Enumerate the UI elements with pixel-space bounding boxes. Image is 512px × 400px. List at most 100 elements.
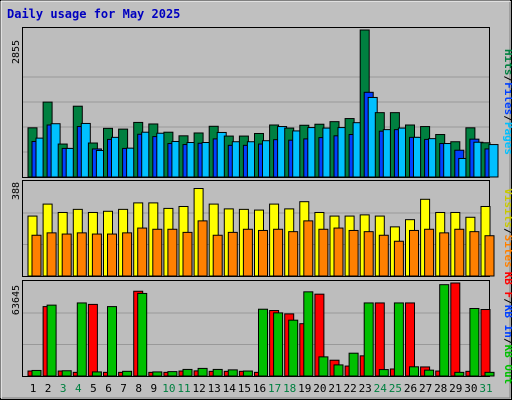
x-tick-label-day-2: 2 [45, 382, 52, 395]
bar-kbout-day-9 [152, 371, 163, 377]
bar-pages-day-31 [488, 144, 499, 178]
bar-kbout-day-3 [61, 370, 72, 377]
x-tick-label-day-10: 10 [162, 382, 175, 395]
legend-sites: Sites [502, 235, 512, 268]
bar-sites-day-20 [318, 228, 329, 277]
bar-sites-day-7 [122, 232, 133, 277]
bar-kbout-day-17 [273, 312, 284, 377]
bar-kbout-day-19 [303, 291, 314, 377]
bar-kbout-day-10 [167, 371, 178, 377]
bar-kbout-day-20 [318, 356, 329, 377]
x-tick-label-day-21: 21 [328, 382, 341, 395]
x-tick-label-day-13: 13 [208, 382, 221, 395]
bar-sites-day-28 [439, 232, 450, 277]
bar-sites-day-23 [363, 231, 374, 277]
bar-kbout-day-4 [76, 302, 87, 377]
bar-sites-day-11 [182, 231, 193, 277]
x-tick-label-day-28: 28 [434, 382, 447, 395]
bar-sites-day-19 [303, 220, 314, 277]
legend-kbf: KB F [502, 272, 512, 299]
hits-ymax-label: 2855 [11, 40, 22, 64]
bar-kbout-day-13 [212, 368, 223, 377]
bar-kbout-day-26 [409, 366, 419, 377]
legend-sep: / [502, 115, 512, 122]
x-tick-label-day-11: 11 [177, 382, 190, 395]
bar-kbout-day-8 [137, 292, 148, 377]
bar-kbout-day-28 [439, 284, 450, 377]
bar-sites-day-26 [409, 229, 419, 277]
bar-sites-day-9 [152, 228, 163, 277]
legend-hits: Hits [502, 49, 512, 76]
x-tick-label-day-9: 9 [150, 382, 157, 395]
bar-kbout-day-31 [484, 371, 495, 377]
x-tick-label-day-22: 22 [343, 382, 356, 395]
bar-sites-day-17 [273, 228, 284, 277]
bar-kbout-day-11 [182, 368, 193, 377]
bar-sites-day-24 [378, 234, 389, 277]
x-tick-label-day-27: 27 [419, 382, 432, 395]
x-tick-label-day-30: 30 [464, 382, 477, 395]
legend-kbout: KB Out [502, 345, 512, 385]
bar-sites-day-22 [348, 229, 359, 277]
bar-kbout-day-21 [333, 364, 344, 377]
bar-kbout-day-1 [31, 369, 42, 377]
bar-sites-day-14 [227, 231, 238, 277]
bar-sites-day-1 [31, 234, 42, 277]
legend-kbin: KB In [502, 305, 512, 338]
x-tick-label-day-15: 15 [238, 382, 251, 395]
x-tick-label-day-16: 16 [253, 382, 266, 395]
bar-kbout-day-22 [348, 352, 359, 377]
x-tick-label-day-24: 24 [374, 382, 388, 395]
bar-sites-day-21 [333, 227, 344, 277]
bar-sites-day-8 [137, 227, 148, 277]
visits-ymax-label: 388 [11, 182, 22, 200]
bar-sites-day-31 [484, 235, 495, 277]
hits-legend: Hits/Files/Pages [502, 49, 512, 155]
x-axis-day-labels: 1 2 3 4 5 6 7 8 9 10 11 12 13 14 15 16 17 18 19 20 21 22 23 24 2… [30, 382, 493, 395]
legend-sep: / [502, 298, 512, 305]
bar-sites-day-16 [258, 229, 268, 277]
legend-pages: Pages [502, 122, 512, 155]
x-tick-label-day-7: 7 [120, 382, 127, 395]
bar-sites-day-5 [91, 233, 102, 277]
bar-kbout-day-6 [107, 306, 117, 377]
bar-kbout-day-24 [378, 369, 389, 377]
bar-kbout-day-30 [469, 307, 480, 377]
x-tick-label-day-6: 6 [105, 382, 112, 395]
x-tick-label-day-5: 5 [90, 382, 97, 395]
bar-kbout-day-27 [424, 369, 435, 377]
bar-sites-day-13 [212, 234, 223, 277]
bar-sites-day-29 [454, 228, 465, 277]
x-tick-label-day-14: 14 [223, 382, 237, 395]
x-tick-label-day-4: 4 [75, 382, 82, 395]
x-tick-label-day-20: 20 [313, 382, 326, 395]
x-tick-label-day-31: 31 [479, 382, 492, 395]
bar-sites-day-18 [288, 231, 299, 277]
bar-sites-day-2 [46, 232, 57, 277]
x-tick-label-day-25: 25 [389, 382, 402, 395]
x-tick-label-day-8: 8 [135, 382, 142, 395]
bar-kbf-day-26 [405, 302, 415, 377]
x-tick-label-day-23: 23 [359, 382, 372, 395]
x-tick-label-day-19: 19 [298, 382, 311, 395]
bar-sites-day-10 [167, 228, 178, 277]
bar-kbout-day-2 [46, 304, 57, 377]
bar-kbout-day-15 [242, 370, 253, 377]
visits-legend: Visits/Sites [502, 188, 512, 268]
x-tick-label-day-18: 18 [283, 382, 296, 395]
legend-sep: / [502, 76, 512, 83]
bar-kbout-day-14 [227, 369, 238, 377]
x-tick-label-day-3: 3 [60, 382, 67, 395]
bar-kbout-day-5 [91, 371, 102, 377]
legend-files: Files [502, 82, 512, 115]
bar-sites-day-27 [424, 228, 435, 277]
bar-sites-day-30 [469, 231, 480, 277]
bar-sites-day-15 [242, 228, 253, 277]
bar-kbout-day-16 [258, 308, 268, 377]
bar-kbout-day-12 [197, 367, 208, 377]
x-tick-label-day-29: 29 [449, 382, 462, 395]
bar-sites-day-25 [393, 240, 404, 277]
legend-sep: / [502, 228, 512, 235]
bars-layer [27, 29, 499, 377]
